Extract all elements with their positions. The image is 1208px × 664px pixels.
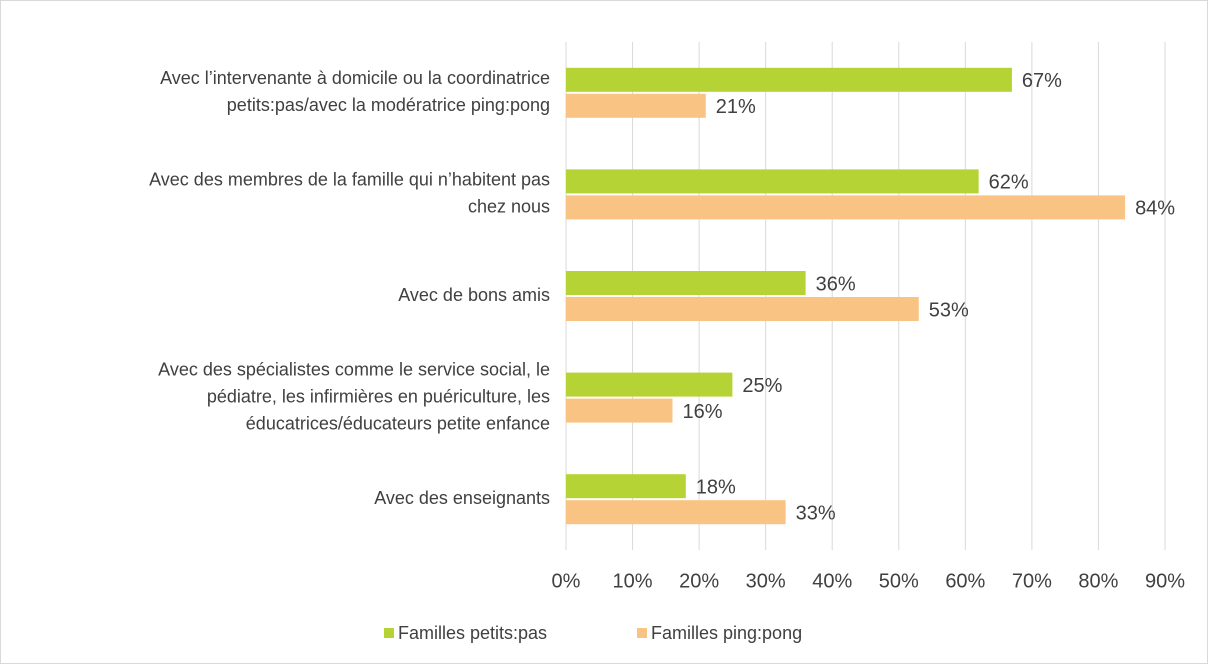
legend-label: Familles ping:pong [651,623,802,643]
x-tick-label: 50% [879,570,919,592]
y-tick-label: Avec de bons amis [398,285,550,305]
y-tick-label: petits:pas/avec la modératrice ping:pong [227,95,550,115]
y-tick-label: Avec des enseignants [374,488,550,508]
bar [566,169,979,194]
legend-label: Familles petits:pas [398,623,547,643]
bar [566,297,919,321]
x-tick-label: 0% [552,570,581,592]
value-label: 62% [989,172,1029,194]
y-tick-label: pédiatre, les infirmières en puéricultur… [207,386,550,406]
legend-swatch [637,628,647,638]
bar [566,372,733,397]
y-tick-label: chez nous [468,197,550,217]
bar [566,195,1126,220]
value-label: 84% [1135,198,1175,220]
legend-swatch [384,628,394,638]
value-label: 36% [816,273,856,295]
x-tick-label: 30% [746,570,786,592]
value-label: 25% [742,375,782,397]
x-tick-label: 70% [1012,570,1052,592]
x-tick-label: 90% [1145,570,1185,592]
x-tick-label: 40% [812,570,852,592]
x-tick-label: 80% [1078,570,1118,592]
value-label: 16% [682,401,722,423]
y-tick-label: Avec des membres de la famille qui n’hab… [149,170,550,190]
y-tick-label: Avec des spécialistes comme le service s… [158,359,550,379]
bar [566,398,673,423]
bar [566,67,1012,92]
x-tick-label: 60% [945,570,985,592]
bar [566,271,806,295]
x-tick-label: 10% [613,570,653,592]
bar [566,93,706,118]
value-label: 18% [696,476,736,498]
value-label: 53% [929,299,969,321]
y-tick-label: Avec l’intervenante à domicile ou la coo… [160,68,550,88]
x-tick-label: 20% [679,570,719,592]
value-label: 67% [1022,70,1062,92]
bar [566,474,686,499]
value-label: 33% [796,502,836,524]
value-label: 21% [716,96,756,118]
y-tick-label: éducatrices/éducateurs petite enfance [246,413,550,433]
bar [566,500,786,525]
